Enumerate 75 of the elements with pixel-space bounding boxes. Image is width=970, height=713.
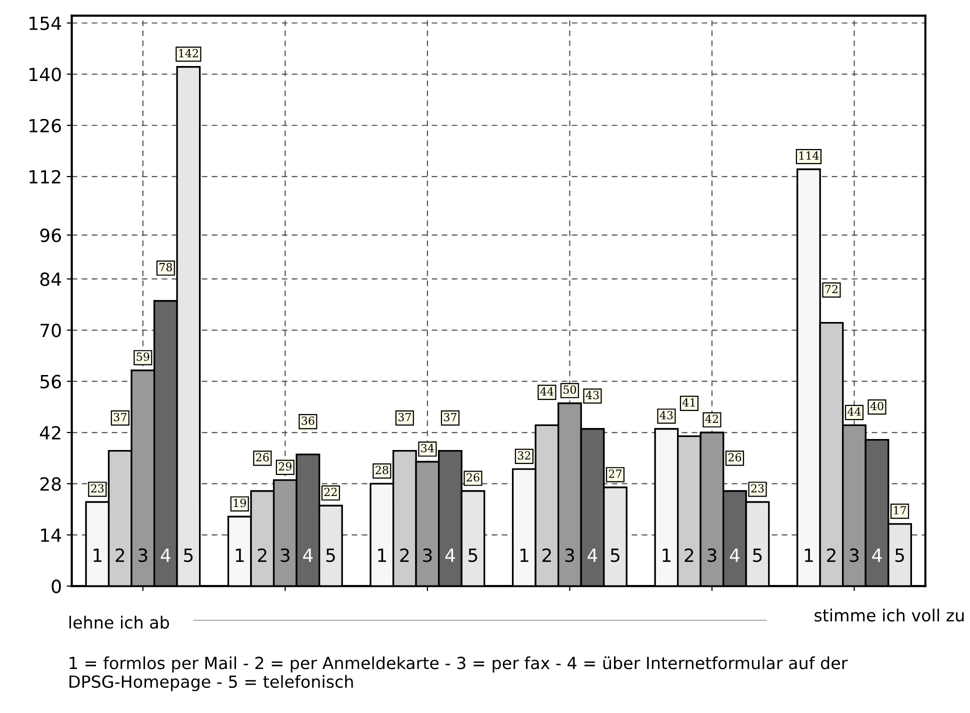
data-label: 27 (608, 469, 622, 478)
text: stimme ich voll zu (814, 608, 964, 622)
text: 4 (872, 548, 882, 562)
data-label: 37 (114, 412, 126, 422)
y-tick-label: 42 (40, 426, 60, 440)
text: 5 (468, 548, 478, 562)
y-tick-label: 154 (30, 16, 62, 30)
data-label: 26 (466, 473, 480, 482)
data-label: 28 (376, 466, 388, 474)
data-label: 41 (682, 398, 695, 406)
series-label: 2 (542, 548, 551, 562)
text: 3 (423, 548, 432, 562)
data-label: 42 (705, 414, 718, 423)
data-label: 23 (91, 484, 104, 493)
text: 2 (116, 548, 124, 562)
y-tick-label: 84 (40, 272, 62, 286)
data-label: 23 (751, 484, 764, 493)
text: 2 (400, 548, 409, 562)
data-label: 32 (518, 451, 530, 460)
y-tick-label: 96 (40, 228, 61, 242)
text: 1 = formlos per Mail - 2 = per Anmeldekarte - 3 = per fax - 4 = über Internetformular auf der DPSG-Homepage - 5 = telefonisch (70, 656, 848, 692)
data-label: 43 (660, 410, 673, 420)
text: 5 (184, 548, 193, 562)
text: 1 (520, 548, 528, 562)
text: 2 (684, 548, 694, 562)
text: 1 (662, 548, 671, 562)
text: 3 (280, 548, 290, 562)
data-label: 44 (848, 407, 861, 416)
text: 1 (236, 548, 244, 562)
text: 5 (326, 548, 335, 562)
text: 4 (730, 548, 740, 562)
series-label: 4 (303, 548, 313, 562)
data-label: 37 (444, 412, 456, 422)
text: 1 (804, 548, 813, 562)
text: 2 (827, 548, 836, 562)
text: 3 (708, 548, 716, 562)
text: 4 (160, 548, 170, 562)
data-label: 22 (324, 488, 337, 496)
y-tick-label: 70 (40, 324, 61, 338)
data-label: 34 (421, 444, 434, 452)
text: 3 (565, 548, 574, 562)
data-label: 59 (136, 352, 150, 361)
data-label: 17 (894, 506, 906, 514)
data-label: 114 (799, 151, 819, 160)
data-label: 142 (179, 49, 198, 58)
text: 4 (445, 548, 455, 562)
data-label: 78 (160, 262, 172, 272)
text: 3 (850, 548, 859, 562)
text: 4 (588, 548, 598, 562)
data-label: 37 (398, 412, 411, 422)
y-tick-label: 140 (30, 68, 61, 82)
data-label: 40 (870, 402, 884, 410)
series-label: 1 (94, 548, 102, 562)
data-label: 29 (278, 462, 292, 471)
text: 5 (610, 548, 620, 562)
y-tick-label: 112 (30, 170, 60, 184)
data-label: 72 (825, 284, 838, 294)
data-label: 44 (540, 387, 554, 396)
series-label: 5 (753, 548, 762, 562)
text: 2 (258, 548, 266, 562)
y-tick-label: 28 (40, 477, 61, 491)
data-label: 50 (564, 385, 576, 394)
data-label: 36 (302, 416, 314, 425)
text: 1 (378, 548, 386, 562)
y-tick-label: 14 (41, 528, 62, 542)
y-tick-label: 0 (52, 580, 61, 594)
y-tick-label: 56 (40, 374, 61, 388)
data-label: 26 (256, 453, 269, 462)
series-label: 3 (138, 548, 148, 562)
text: lehne ich ab (69, 616, 169, 629)
text: 5 (895, 548, 904, 562)
y-tick-label: 126 (30, 118, 61, 132)
data-label: 43 (586, 390, 599, 400)
data-label: 26 (728, 453, 742, 462)
data-label: 19 (234, 498, 246, 508)
